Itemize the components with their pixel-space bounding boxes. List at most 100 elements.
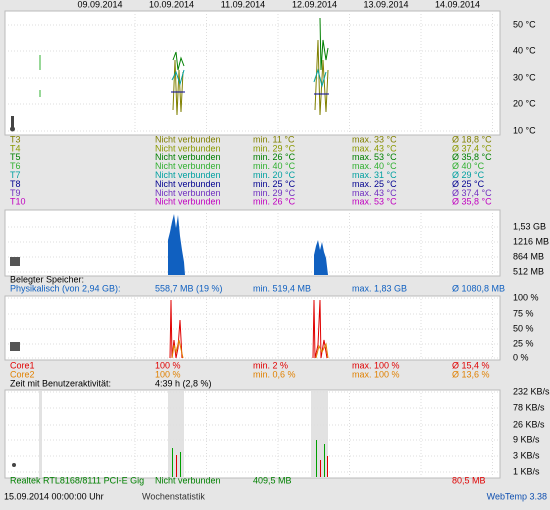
y-tick-label: 0 % <box>513 352 529 362</box>
y-tick-label: 30 °C <box>513 72 536 82</box>
row-cell: Ø 40 °C <box>452 161 485 171</box>
section-heading: Belegter Speicher: <box>10 274 84 284</box>
row-cell: Ø 29 °C <box>452 170 485 180</box>
row-cell: max. 100 % <box>352 369 400 379</box>
row-cell: T3 <box>10 134 21 144</box>
cpu-traces <box>169 299 329 359</box>
row-cell: min. 0,6 % <box>253 369 296 379</box>
y-tick-label: 78 KB/s <box>513 402 545 412</box>
panel-icons <box>10 116 20 467</box>
y-tick-label: 75 % <box>513 308 534 318</box>
row-cell: max. 43 °C <box>352 143 397 153</box>
row-cell: Nicht verbunden <box>155 197 221 207</box>
row-cell: min. 40 °C <box>253 161 296 171</box>
row-cell: Nicht verbunden <box>155 179 221 189</box>
y-tick-label: 20 °C <box>513 98 536 108</box>
row-cell: max. 43 °C <box>352 188 397 198</box>
row-cell: Nicht verbunden <box>155 143 221 153</box>
row-cell: max. 40 °C <box>352 161 397 171</box>
y-tick-label: 50 °C <box>513 19 536 29</box>
row-cell: max. 33 °C <box>352 134 397 144</box>
row-cell: Ø 18,8 °C <box>452 134 492 144</box>
row-cell: Ø 35,8 °C <box>452 152 492 162</box>
row-cell: Core2 <box>10 369 35 379</box>
activity-value: 4:39 h (2,8 %) <box>155 378 212 388</box>
adapter-sent: 409,5 MB <box>253 475 292 485</box>
row-cell: T5 <box>10 152 21 162</box>
row-cell: Ø 15,4 % <box>452 360 490 370</box>
row-cell: T10 <box>10 197 26 207</box>
row-cell: Ø 1080,8 MB <box>452 283 505 293</box>
y-tick-label: 100 % <box>513 292 539 302</box>
grid <box>5 11 500 478</box>
row-cell: T8 <box>10 179 21 189</box>
y-tick-label: 1,53 GB <box>513 221 546 231</box>
row-cell: Nicht verbunden <box>155 134 221 144</box>
adapter-name: Realtek RTL8168/8111 PCI-E Gig <box>10 475 144 485</box>
y-tick-label: 50 % <box>513 323 534 333</box>
date-label: 14.09.2014 <box>435 0 480 9</box>
temperature-traces <box>39 17 329 116</box>
row-cell: 558,7 MB (19 %) <box>155 283 223 293</box>
date-label: 13.09.2014 <box>363 0 408 9</box>
row-cell: Core1 <box>10 360 35 370</box>
row-cell: Ø 35,8 °C <box>452 197 492 207</box>
y-tick-label: 1 KB/s <box>513 466 540 476</box>
row-cell: Nicht verbunden <box>155 161 221 171</box>
row-cell: 100 % <box>155 360 181 370</box>
y-tick-label: 3 KB/s <box>513 450 540 460</box>
date-label: 10.09.2014 <box>149 0 194 9</box>
row-cell: Ø 13,6 % <box>452 369 490 379</box>
row-cell: min. 26 °C <box>253 197 296 207</box>
row-cell: max. 25 °C <box>352 179 397 189</box>
row-cell: Nicht verbunden <box>155 188 221 198</box>
row-cell: min. 26 °C <box>253 152 296 162</box>
row-cell: T6 <box>10 161 21 171</box>
footer-timestamp: 15.09.2014 00:00:00 Uhr <box>4 491 104 501</box>
network-traces <box>172 440 328 477</box>
y-tick-label: 864 MB <box>513 251 544 261</box>
row-cell: T4 <box>10 143 21 153</box>
activity-label: Zeit mit Benutzeraktivität: <box>10 378 111 388</box>
y-tick-label: 40 °C <box>513 45 536 55</box>
row-cell: min. 29 °C <box>253 143 296 153</box>
adapter-status: Nicht verbunden <box>155 475 221 485</box>
y-tick-label: 26 KB/s <box>513 419 545 429</box>
date-label: 11.09.2014 <box>221 0 265 9</box>
row-cell: Ø 25 °C <box>452 179 485 189</box>
row-cell: max. 53 °C <box>352 197 397 207</box>
y-tick-label: 232 KB/s <box>513 386 550 396</box>
row-cell: min. 11 °C <box>253 134 295 144</box>
row-cell: Ø 37,4 °C <box>452 143 492 153</box>
texts: 09.09.2014 10.09.2014 11.09.2014 12.09.2014… <box>4 0 550 501</box>
panels <box>4 10 501 479</box>
row-cell: max. 1,83 GB <box>352 283 407 293</box>
row-cell: T9 <box>10 188 21 198</box>
footer-view: Wochenstatistik <box>142 491 205 501</box>
row-cell: Nicht verbunden <box>155 170 221 180</box>
row-cell: 100 % <box>155 369 181 379</box>
row-cell: max. 31 °C <box>352 170 397 180</box>
y-tick-label: 1216 MB <box>513 236 549 246</box>
y-tick-label: 25 % <box>513 338 534 348</box>
row-cell: min. 29 °C <box>253 188 296 198</box>
date-label: 12.09.2014 <box>292 0 337 9</box>
row-cell: T7 <box>10 170 21 180</box>
date-label: 09.09.2014 <box>77 0 122 9</box>
y-tick-label: 512 MB <box>513 266 544 276</box>
y-tick-label: 10 °C <box>513 125 536 135</box>
row-cell: max. 100 % <box>352 360 400 370</box>
row-cell: max. 53 °C <box>352 152 397 162</box>
row-cell: min. 25 °C <box>253 179 296 189</box>
y-tick-label: 9 KB/s <box>513 434 540 444</box>
row-cell: min. 2 % <box>253 360 288 370</box>
row-cell: Ø 37,4 °C <box>452 188 492 198</box>
row-cell: min. 20 °C <box>253 170 296 180</box>
row-cell: Nicht verbunden <box>155 152 221 162</box>
row-cell: min. 519,4 MB <box>253 283 311 293</box>
footer-version: WebTemp 3.38 <box>487 491 547 501</box>
memory-trace <box>168 214 328 275</box>
adapter-received: 80,5 MB <box>452 475 486 485</box>
